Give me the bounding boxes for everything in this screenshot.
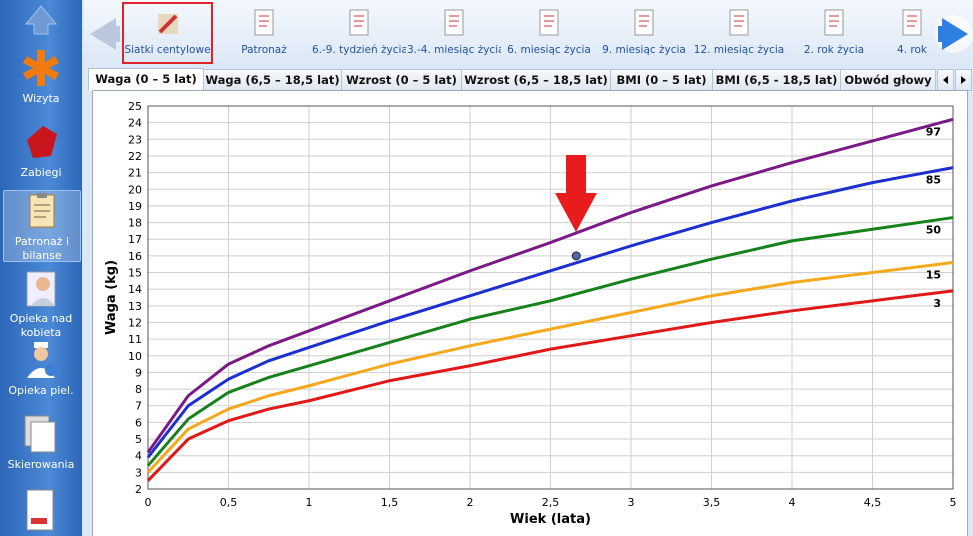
toolbar-label: Siatki centylowe bbox=[124, 44, 211, 56]
toolbar-label: 2. rok życia bbox=[803, 44, 865, 56]
percentile-label: 15 bbox=[926, 269, 941, 282]
nav-label: Patronaż i bilanse bbox=[14, 235, 70, 262]
nav-icon[interactable] bbox=[21, 488, 61, 536]
x-tick-label: 3,5 bbox=[703, 496, 721, 509]
nav-label: Opieka piel. bbox=[8, 384, 74, 397]
nav-item[interactable]: Wizyta bbox=[3, 48, 79, 106]
toolbar-prev[interactable] bbox=[86, 14, 122, 54]
tab[interactable]: Obwód głowy bbox=[840, 69, 936, 91]
sidebar: Wizyta Zabiegi Patronaż i bilanse Opieka… bbox=[0, 0, 82, 536]
nav-label: Wizyta bbox=[22, 92, 60, 105]
tab[interactable]: BMI (6,5 - 18,5 lat) bbox=[712, 69, 841, 91]
x-axis-label: Wiek (lata) bbox=[510, 512, 591, 527]
y-tick-label: 17 bbox=[128, 233, 142, 246]
percentile-label: 3 bbox=[933, 297, 941, 310]
x-tick-label: 5 bbox=[950, 496, 957, 509]
nav-item[interactable]: Skierowania bbox=[3, 414, 79, 472]
y-axis-label: Waga (kg) bbox=[104, 260, 119, 335]
pointer-arrow bbox=[555, 155, 597, 232]
y-tick-label: 7 bbox=[135, 400, 142, 413]
toolbar-label: 12. miesiąc życia bbox=[693, 44, 785, 56]
x-tick-label: 0,5 bbox=[220, 496, 238, 509]
tab[interactable]: Wzrost (0 – 5 lat) bbox=[341, 69, 462, 91]
y-tick-label: 11 bbox=[128, 333, 142, 346]
y-tick-label: 20 bbox=[128, 183, 142, 196]
toolbar-item[interactable]: Patronaż bbox=[217, 6, 311, 56]
y-tick-label: 2 bbox=[135, 483, 142, 496]
x-tick-label: 0 bbox=[145, 496, 152, 509]
percentile-line bbox=[146, 289, 954, 482]
percentile-label: 85 bbox=[926, 174, 941, 187]
y-tick-label: 4 bbox=[135, 450, 142, 463]
percentile-label: 50 bbox=[926, 224, 942, 237]
nav-label: Skierowania bbox=[7, 458, 75, 471]
toolbar-item[interactable]: 3.-4. miesiąc życia bbox=[407, 6, 501, 56]
toolbar-item[interactable]: 6. miesiąc życia bbox=[502, 6, 596, 56]
toolbar-label: 9. miesiąc życia bbox=[602, 44, 686, 56]
y-tick-label: 12 bbox=[128, 316, 142, 329]
toolbar-label: 3.-4. miesiąc życia bbox=[407, 44, 501, 56]
y-tick-label: 18 bbox=[128, 217, 142, 230]
x-tick-label: 4,5 bbox=[864, 496, 882, 509]
y-tick-label: 19 bbox=[128, 200, 142, 213]
y-tick-label: 5 bbox=[135, 433, 142, 446]
y-tick-label: 9 bbox=[135, 366, 142, 379]
tab[interactable]: Waga (0 – 5 lat) bbox=[88, 68, 204, 91]
toolbar: Siatki centylowe Patronaż 6.-9. tydzień ż… bbox=[84, 0, 973, 68]
percentile-line bbox=[146, 166, 954, 459]
x-tick-label: 4 bbox=[789, 496, 796, 509]
toolbar-next[interactable] bbox=[934, 14, 973, 54]
toolbar-item[interactable]: 2. rok życia bbox=[787, 6, 881, 56]
x-tick-label: 2 bbox=[467, 496, 474, 509]
percentile-label: 97 bbox=[926, 125, 941, 138]
scroll-up[interactable] bbox=[0, 0, 82, 40]
y-tick-label: 21 bbox=[128, 167, 142, 180]
y-tick-label: 6 bbox=[135, 416, 142, 429]
tab[interactable]: BMI (0 – 5 lat) bbox=[610, 69, 713, 91]
nav-label: Opieka nad kobieta bbox=[9, 312, 73, 339]
y-tick-label: 14 bbox=[128, 283, 142, 296]
toolbar-item[interactable]: 9. miesiąc życia bbox=[597, 6, 691, 56]
tab[interactable]: Wzrost (6,5 – 18,5 lat) bbox=[461, 69, 611, 91]
nav-item[interactable]: Patronaż i bilanse bbox=[3, 190, 81, 262]
x-tick-label: 2,5 bbox=[542, 496, 560, 509]
y-tick-label: 13 bbox=[128, 300, 142, 313]
y-tick-label: 23 bbox=[128, 133, 142, 146]
toolbar-label: Patronaż bbox=[241, 44, 287, 56]
y-tick-label: 8 bbox=[135, 383, 142, 396]
y-tick-label: 24 bbox=[128, 117, 142, 130]
toolbar-label: 6. miesiąc życia bbox=[507, 44, 591, 56]
x-tick-label: 1 bbox=[306, 496, 313, 509]
y-tick-label: 10 bbox=[128, 350, 142, 363]
y-tick-label: 25 bbox=[128, 100, 142, 113]
patient-point bbox=[571, 251, 581, 261]
nav-label: Zabiegi bbox=[20, 166, 62, 179]
nav-item[interactable]: Zabiegi bbox=[3, 122, 79, 180]
y-tick-label: 3 bbox=[135, 466, 142, 479]
toolbar-label: 4. rok bbox=[897, 44, 927, 56]
chart-panel bbox=[92, 90, 968, 536]
toolbar-label: 6.-9. tydzień życia bbox=[312, 44, 406, 56]
toolbar-item[interactable]: Siatki centylowe bbox=[122, 2, 213, 64]
plot-frame bbox=[147, 105, 954, 490]
percentile-line bbox=[146, 117, 954, 454]
toolbar-item[interactable]: 12. miesiąc życia bbox=[692, 6, 786, 56]
percentile-line bbox=[146, 261, 954, 474]
nav-item[interactable]: Opieka nad kobieta bbox=[3, 268, 79, 340]
y-tick-label: 15 bbox=[128, 267, 142, 280]
x-tick-label: 3 bbox=[628, 496, 635, 509]
nav-item[interactable]: Opieka piel. bbox=[3, 340, 79, 398]
x-tick-label: 1,5 bbox=[381, 496, 399, 509]
y-tick-label: 22 bbox=[128, 150, 142, 163]
toolbar-item[interactable]: 4. rok bbox=[882, 6, 942, 56]
percentile-line bbox=[146, 216, 954, 467]
toolbar-item[interactable]: 6.-9. tydzień życia bbox=[312, 6, 406, 56]
y-tick-label: 16 bbox=[128, 250, 142, 263]
